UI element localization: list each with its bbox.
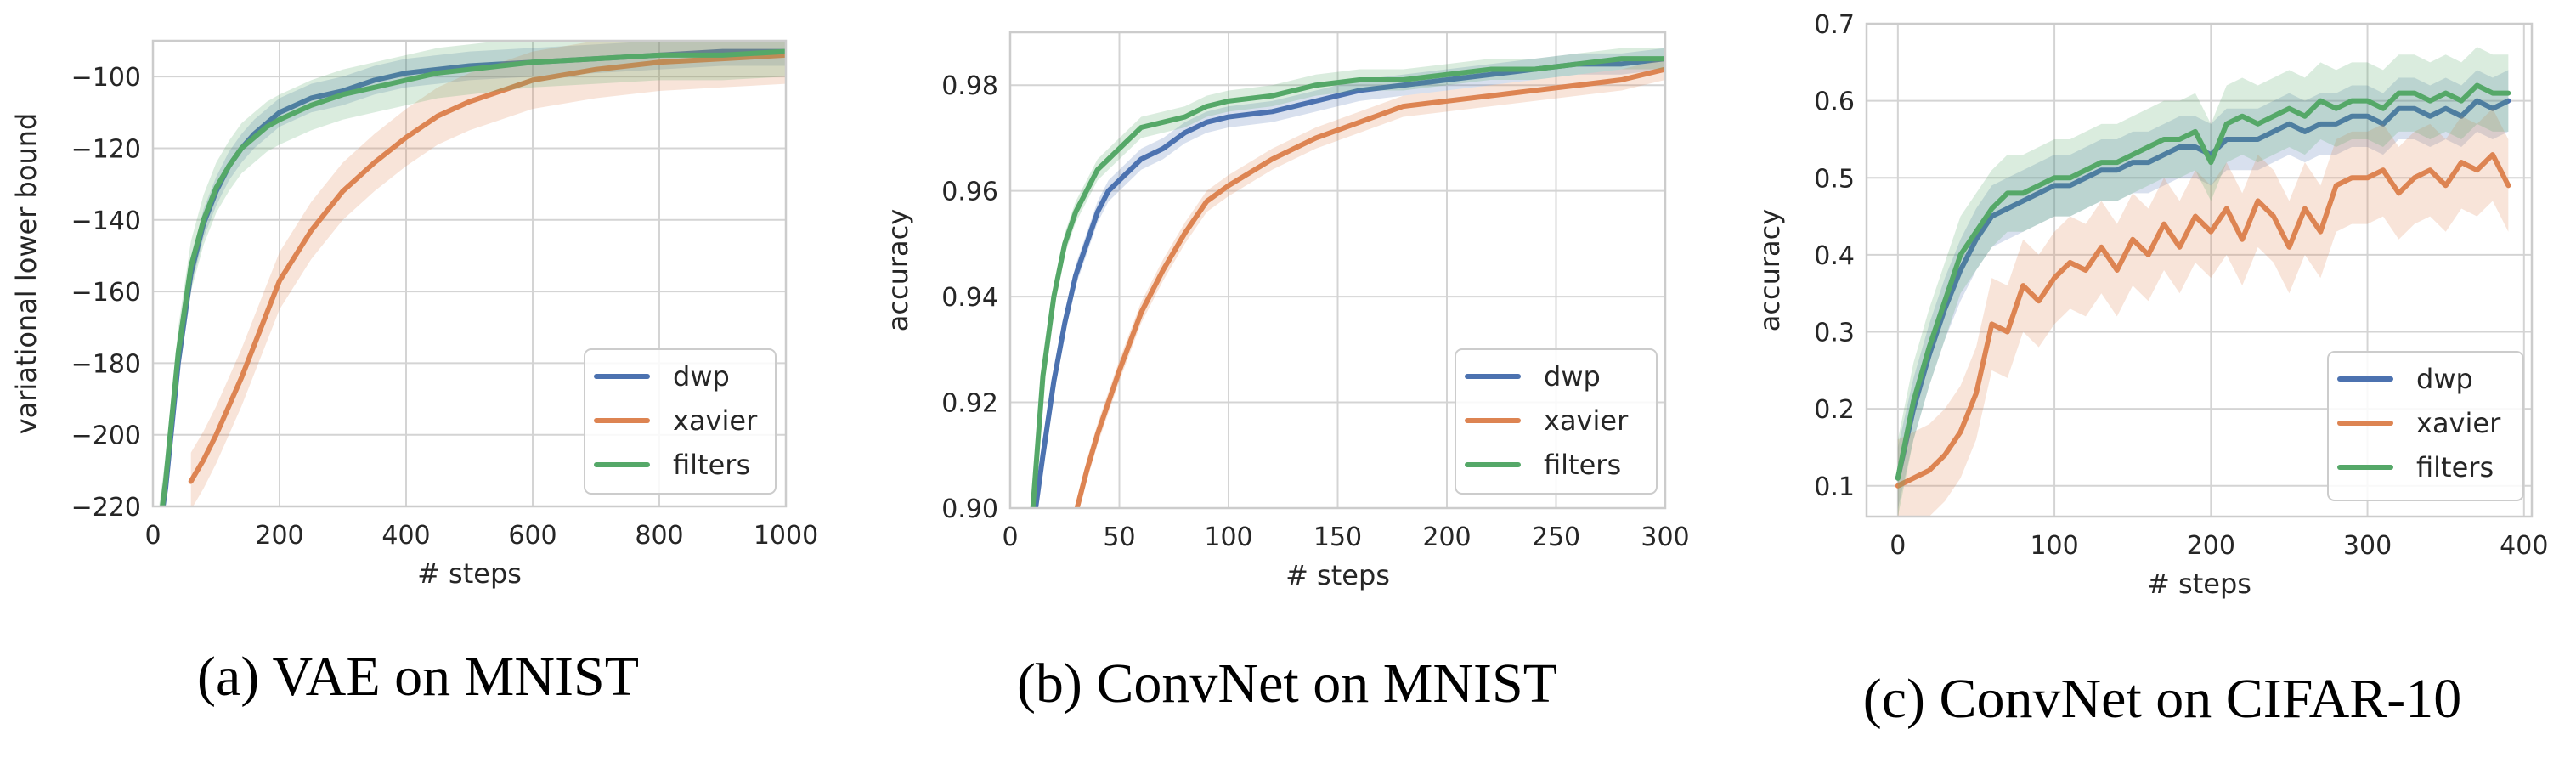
x-tick-label: 100 [2030,531,2078,561]
y-tick-label: 0.1 [1814,472,1855,502]
x-tick-label: 400 [381,521,430,551]
y-tick-label: −180 [71,349,141,379]
legend-label-xavier: xavier [2416,407,2501,439]
y-tick-label: 0.94 [941,283,998,313]
series-line-xavier [188,52,786,484]
y-tick-label: 0.92 [941,389,998,419]
x-tick-label: 250 [1532,523,1580,552]
legend-label-filters: filters [673,449,750,481]
x-tick-label: 1000 [754,521,818,551]
y-axis-label: accuracy [882,209,914,331]
subfigure-caption: (b) ConvNet on MNIST [1017,653,1557,715]
x-tick-label: 200 [1422,523,1471,552]
y-tick-label: 0.6 [1814,88,1855,117]
legend-label-dwp: dwp [1544,360,1601,393]
x-tick-label: 150 [1313,523,1362,552]
y-tick-label: 0.90 [941,495,998,524]
x-tick-label: 800 [635,521,683,551]
series-band-xavier [1897,108,2509,517]
axes-frame [1008,31,1667,510]
series-line-filters [1030,56,1665,508]
y-tick-label: −220 [71,493,141,523]
legend-box [1455,348,1658,495]
y-tick-label: −120 [71,134,141,164]
x-tick-label: 100 [1204,523,1252,552]
x-axis-label: # steps [417,557,522,590]
x-tick-label: 200 [255,521,303,551]
y-axis-label: variational lower bound [10,113,42,435]
y-tick-label: −160 [71,278,141,308]
plot-area [1030,48,1665,508]
subfigure-caption: (a) VAE on MNIST [197,646,639,708]
y-tick-label: 0.4 [1814,241,1855,271]
series-line-xavier [1895,152,2511,489]
x-tick-label: 0 [1890,531,1906,561]
y-axis-label: accuracy [1754,209,1786,331]
x-tick-label: 300 [1641,523,1689,552]
legend: dwp xavier filters [2327,351,2524,501]
y-tick-label: −140 [71,206,141,236]
axes-frame [151,39,788,508]
axes-frame [1865,22,2534,518]
chart-panel-2: 0 50 100 150 200 250 300 0.90 0.92 0.94 0.96 0.98 # … [882,31,1690,715]
series-line-xavier [1074,66,1665,508]
y-tick-label: 0.7 [1814,10,1855,40]
y-tick-label: 0.3 [1814,319,1855,348]
y-tick-label: −200 [71,421,141,451]
legend-label-filters: filters [1544,449,1621,481]
y-tick-label: 0.98 [941,71,998,101]
legend-label-xavier: xavier [673,404,758,437]
chart-panel-3: 0 100 200 300 400 0.1 0.2 0.3 0.4 0.5 0.6 0.7 # step… [1754,10,2548,730]
legend: dwp xavier filters [1455,348,1658,495]
plot-area [159,41,786,506]
x-tick-label: 400 [2500,531,2548,561]
y-tick-label: 0.5 [1814,164,1855,194]
y-tick-label: 0.2 [1814,395,1855,425]
legend-label-xavier: xavier [1544,404,1629,437]
legend: dwp xavier filters [584,348,777,495]
series-line-dwp [1032,56,1665,508]
x-tick-label: 0 [1002,523,1018,552]
y-tick-label: 0.96 [941,178,998,207]
x-tick-label: 0 [144,521,161,551]
x-tick-label: 600 [508,521,556,551]
x-tick-label: 50 [1103,523,1135,552]
chart-panel-1: 0 200 400 600 800 1000 −220 −200 −180 −160 −140 −12… [10,39,818,708]
plot-area [1895,47,2511,517]
x-axis-label: # steps [2147,568,2251,600]
legend-label-filters: filters [2416,451,2494,483]
x-tick-label: 300 [2343,531,2392,561]
subfigure-caption: (c) ConvNet on CIFAR-10 [1863,668,2462,730]
legend-box [2327,351,2524,501]
y-tick-label: −100 [71,63,141,93]
legend-label-dwp: dwp [673,360,730,393]
series-band-filters [1897,47,2509,517]
x-axis-label: # steps [1285,559,1390,591]
legend-label-dwp: dwp [2416,363,2473,395]
x-tick-label: 200 [2187,531,2235,561]
legend-box [584,348,777,495]
series-line-filters [1895,82,2511,481]
series-line-filters [160,48,786,506]
